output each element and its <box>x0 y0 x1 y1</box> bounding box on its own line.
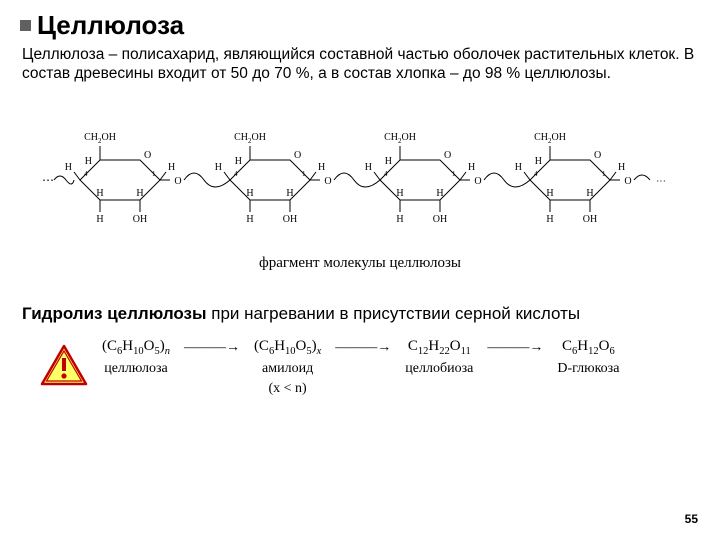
svg-text:O: O <box>474 176 481 187</box>
svg-text:H: H <box>136 188 143 199</box>
formula-label: целлобиоза <box>405 361 473 377</box>
svg-text:⋯: ⋯ <box>656 176 666 187</box>
svg-text:OH: OH <box>433 214 447 225</box>
slide-title: Целлюлоза <box>37 10 184 41</box>
hydrolysis-heading: Гидролиз целлюлозы при нагревании в прис… <box>22 304 700 324</box>
svg-text:O: O <box>444 150 451 161</box>
svg-text:OH: OH <box>133 214 147 225</box>
svg-text:H: H <box>546 214 553 225</box>
svg-text:CH2OH: CH2OH <box>84 132 116 145</box>
warning-icon <box>40 344 88 386</box>
svg-text:H: H <box>396 188 403 199</box>
svg-text:H: H <box>515 162 522 173</box>
svg-text:H: H <box>96 214 103 225</box>
svg-text:CH2OH: CH2OH <box>534 132 566 145</box>
reaction-arrow: ———→ <box>487 338 543 356</box>
svg-text:H: H <box>215 162 222 173</box>
svg-text:H: H <box>396 214 403 225</box>
formula: (C6H10O5)n <box>102 338 170 357</box>
svg-text:4: 4 <box>234 170 238 178</box>
svg-text:H: H <box>65 162 72 173</box>
hydrolysis-step: C6H12O6 D-глюкоза <box>557 338 619 377</box>
formula: C12H22O11 <box>405 338 473 357</box>
svg-text:H: H <box>365 162 372 173</box>
svg-text:H: H <box>96 188 103 199</box>
reaction-arrow: ———→ <box>184 338 240 356</box>
svg-text:H: H <box>586 188 593 199</box>
svg-text:1: 1 <box>602 170 606 178</box>
svg-text:O: O <box>594 150 601 161</box>
svg-text:CH2OH: CH2OH <box>234 132 266 145</box>
glucose-unit: OCH2OHH4H1OHHHHHO <box>365 132 530 225</box>
svg-text:OH: OH <box>283 214 297 225</box>
svg-text:H: H <box>385 156 392 167</box>
body-paragraph: Целлюлоза – полисахарид, являющийся сост… <box>22 45 700 84</box>
svg-text:O: O <box>174 176 181 187</box>
svg-text:H: H <box>85 156 92 167</box>
svg-text:4: 4 <box>384 170 388 178</box>
svg-text:1: 1 <box>452 170 456 178</box>
svg-text:H: H <box>286 188 293 199</box>
svg-text:H: H <box>246 188 253 199</box>
svg-text:O: O <box>324 176 331 187</box>
formula-label: амилоид <box>254 361 321 377</box>
svg-text:H: H <box>618 162 625 173</box>
hydrolysis-heading-bold: Гидролиз целлюлозы <box>22 304 207 323</box>
svg-text:O: O <box>144 150 151 161</box>
formula-label: целлюлоза <box>102 361 170 377</box>
formula: C6H12O6 <box>557 338 619 357</box>
svg-text:1: 1 <box>152 170 156 178</box>
svg-text:CH2OH: CH2OH <box>384 132 416 145</box>
svg-text:1: 1 <box>302 170 306 178</box>
formula-extra: (x < n) <box>254 381 321 397</box>
svg-text:H: H <box>246 214 253 225</box>
svg-text:4: 4 <box>534 170 538 178</box>
formula-label: D-глюкоза <box>557 361 619 377</box>
svg-text:H: H <box>168 162 175 173</box>
hydrolysis-step: (C6H10O5)n целлюлоза <box>102 338 170 377</box>
formula: (C6H10O5)x <box>254 338 321 357</box>
hydrolysis-heading-rest: при нагревании в присутствии серной кисл… <box>207 304 581 323</box>
svg-text:OH: OH <box>583 214 597 225</box>
svg-text:⋯: ⋯ <box>42 173 54 187</box>
hydrolysis-step: (C6H10O5)x амилоид (x < n) <box>254 338 321 397</box>
glucose-unit: OCH2OHH4H1OHHHHHO <box>65 132 230 225</box>
diagram-caption: фрагмент молекулы целлюлозы <box>35 255 685 272</box>
glucose-unit: OCH2OHH4H1OHHHHHO⋯ <box>515 132 666 225</box>
svg-text:H: H <box>436 188 443 199</box>
svg-text:H: H <box>468 162 475 173</box>
hydrolysis-scheme: (C6H10O5)n целлюлоза ———→ (C6H10O5)x амилоид… <box>102 338 619 397</box>
svg-text:H: H <box>535 156 542 167</box>
cellulose-diagram: ⋯OCH2OHH4H1OHHHHHOOCH2OHH4H1OHHHHHOOCH2O… <box>35 116 685 272</box>
svg-text:O: O <box>624 176 631 187</box>
page-number: 55 <box>685 512 698 526</box>
reaction-arrow: ———→ <box>335 338 391 356</box>
svg-text:H: H <box>235 156 242 167</box>
svg-text:4: 4 <box>84 170 88 178</box>
svg-text:O: O <box>294 150 301 161</box>
hydrolysis-step: C12H22O11 целлобиоза <box>405 338 473 377</box>
title-bullet <box>20 20 31 31</box>
svg-text:H: H <box>318 162 325 173</box>
glucose-unit: OCH2OHH4H1OHHHHHO <box>215 132 380 225</box>
svg-text:H: H <box>546 188 553 199</box>
